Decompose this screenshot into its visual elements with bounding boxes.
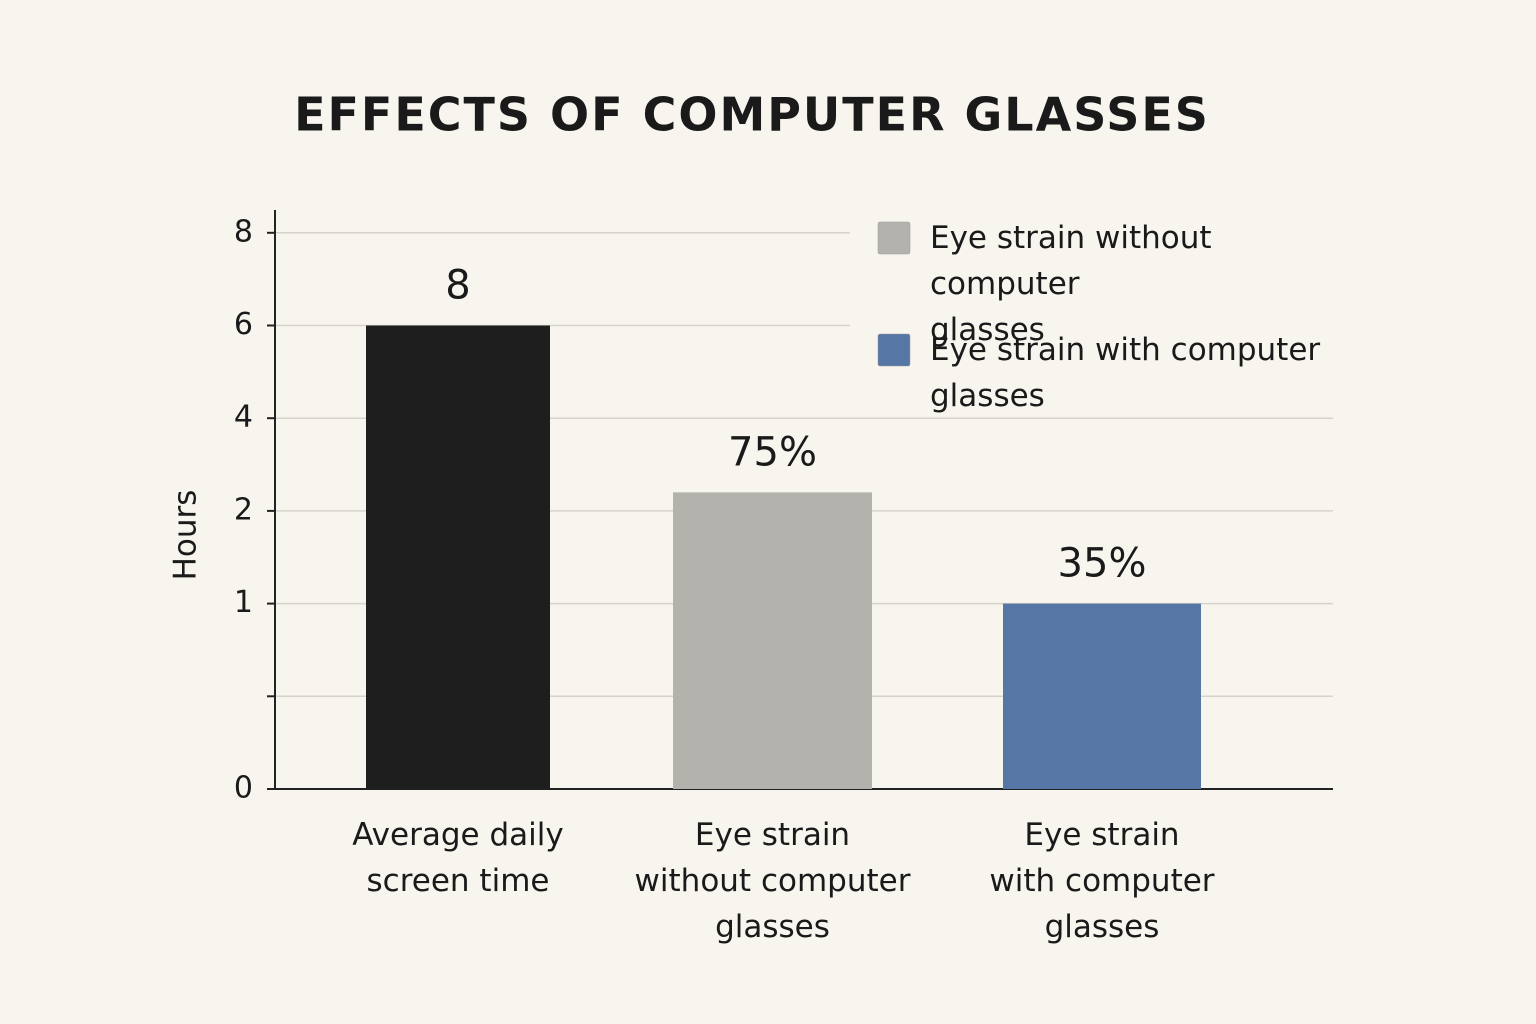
legend-label: Eye strain with computer glasses [930, 332, 1321, 414]
bar [673, 492, 872, 789]
y-tick-label: 2 [234, 492, 253, 527]
bar [1003, 603, 1201, 789]
y-tick-label: 8 [234, 214, 253, 249]
y-tick-label: 0 [234, 771, 253, 806]
value-label: 8 [445, 263, 470, 309]
legend-label: Eye strain without computer glasses [930, 220, 1212, 348]
legend-swatch [877, 221, 911, 255]
value-label: 35% [1058, 541, 1147, 587]
bar [366, 325, 550, 789]
y-axis-label: Hours [168, 490, 204, 581]
x-tick-label: Eye strain without computer glasses [634, 817, 911, 945]
y-tick-label: 6 [234, 307, 253, 342]
x-tick-label: Average daily screen time [352, 817, 564, 899]
x-tick-label: Eye strain with computer glasses [989, 817, 1215, 945]
y-tick-label: 4 [234, 400, 253, 435]
legend-swatch [877, 333, 911, 367]
y-tick-label: 1 [234, 585, 253, 620]
value-label: 75% [728, 429, 817, 475]
legend-background [850, 205, 1350, 410]
chart-title: EFFECTS OF COMPUTER GLASSES [294, 88, 1210, 142]
